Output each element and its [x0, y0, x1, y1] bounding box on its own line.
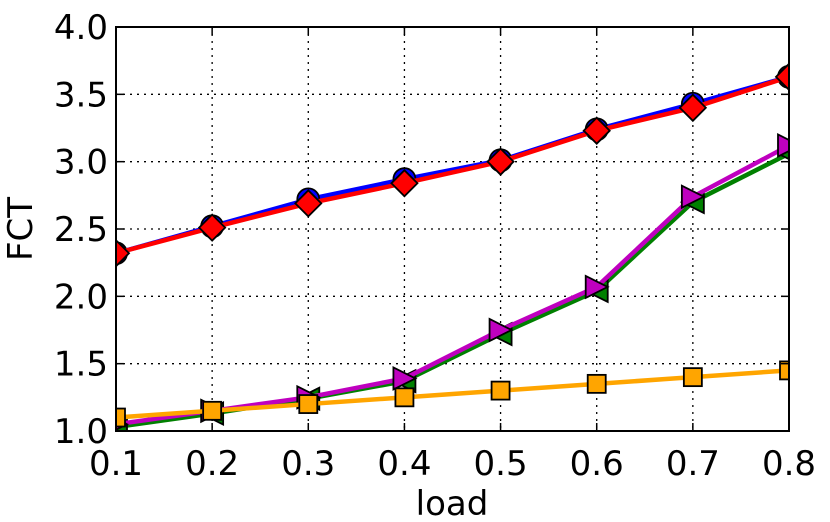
data-point-square — [779, 360, 789, 381]
data-point-diamond — [390, 168, 419, 198]
y-tick-label: 2.5 — [54, 210, 108, 250]
data-point-diamond — [774, 62, 789, 92]
x-axis-label: load — [416, 484, 489, 522]
y-tick-label: 1.5 — [54, 345, 108, 385]
data-point-diamond — [197, 213, 227, 242]
series-line — [116, 74, 789, 256]
data-point-square — [586, 373, 607, 394]
x-tick-label: 0.3 — [281, 444, 335, 484]
y-tick-label: 2.0 — [54, 277, 108, 317]
data-point-triangle-right — [392, 366, 418, 391]
x-tick-label: 0.8 — [762, 444, 816, 484]
series-3 — [116, 133, 789, 431]
data-point-square — [682, 367, 703, 388]
data-point-triangle-right — [680, 184, 706, 210]
data-point-square — [202, 400, 223, 421]
data-point-square — [490, 380, 511, 401]
y-tick-label: 3.5 — [54, 75, 108, 115]
x-tick-label: 0.6 — [570, 444, 624, 484]
y-tick-label: 4.0 — [54, 8, 108, 48]
y-axis-label: FCT — [1, 197, 41, 261]
series-4 — [116, 360, 789, 428]
x-tick-label: 0.2 — [185, 444, 239, 484]
data-point-square — [298, 394, 319, 414]
series-layer — [116, 62, 789, 431]
data-point-square — [116, 407, 126, 428]
x-tick-label: 0.1 — [89, 444, 143, 484]
y-tick-label: 3.0 — [54, 143, 108, 183]
data-point-diamond — [294, 189, 323, 218]
data-point-square — [394, 387, 415, 408]
x-tick-label: 0.7 — [666, 444, 720, 484]
series-1 — [116, 62, 789, 268]
data-point-diamond — [486, 147, 515, 176]
series-line — [116, 368, 789, 420]
tick-layer: 0.1 0.2 0.3 0.4 0.5 0.6 0.7 0.8 1.0 1.5 2.0 2.5 3.0 3… — [54, 8, 816, 484]
data-point-triangle-right — [777, 133, 789, 158]
data-point-triangle-right — [488, 317, 514, 343]
x-tick-label: 0.5 — [474, 444, 528, 484]
data-point-diamond — [582, 116, 611, 145]
data-point-triangle-right — [584, 274, 610, 300]
x-tick-label: 0.4 — [377, 444, 431, 484]
data-point-diamond — [116, 238, 131, 268]
data-point-diamond — [678, 93, 708, 123]
y-tick-label: 1.0 — [54, 412, 108, 452]
